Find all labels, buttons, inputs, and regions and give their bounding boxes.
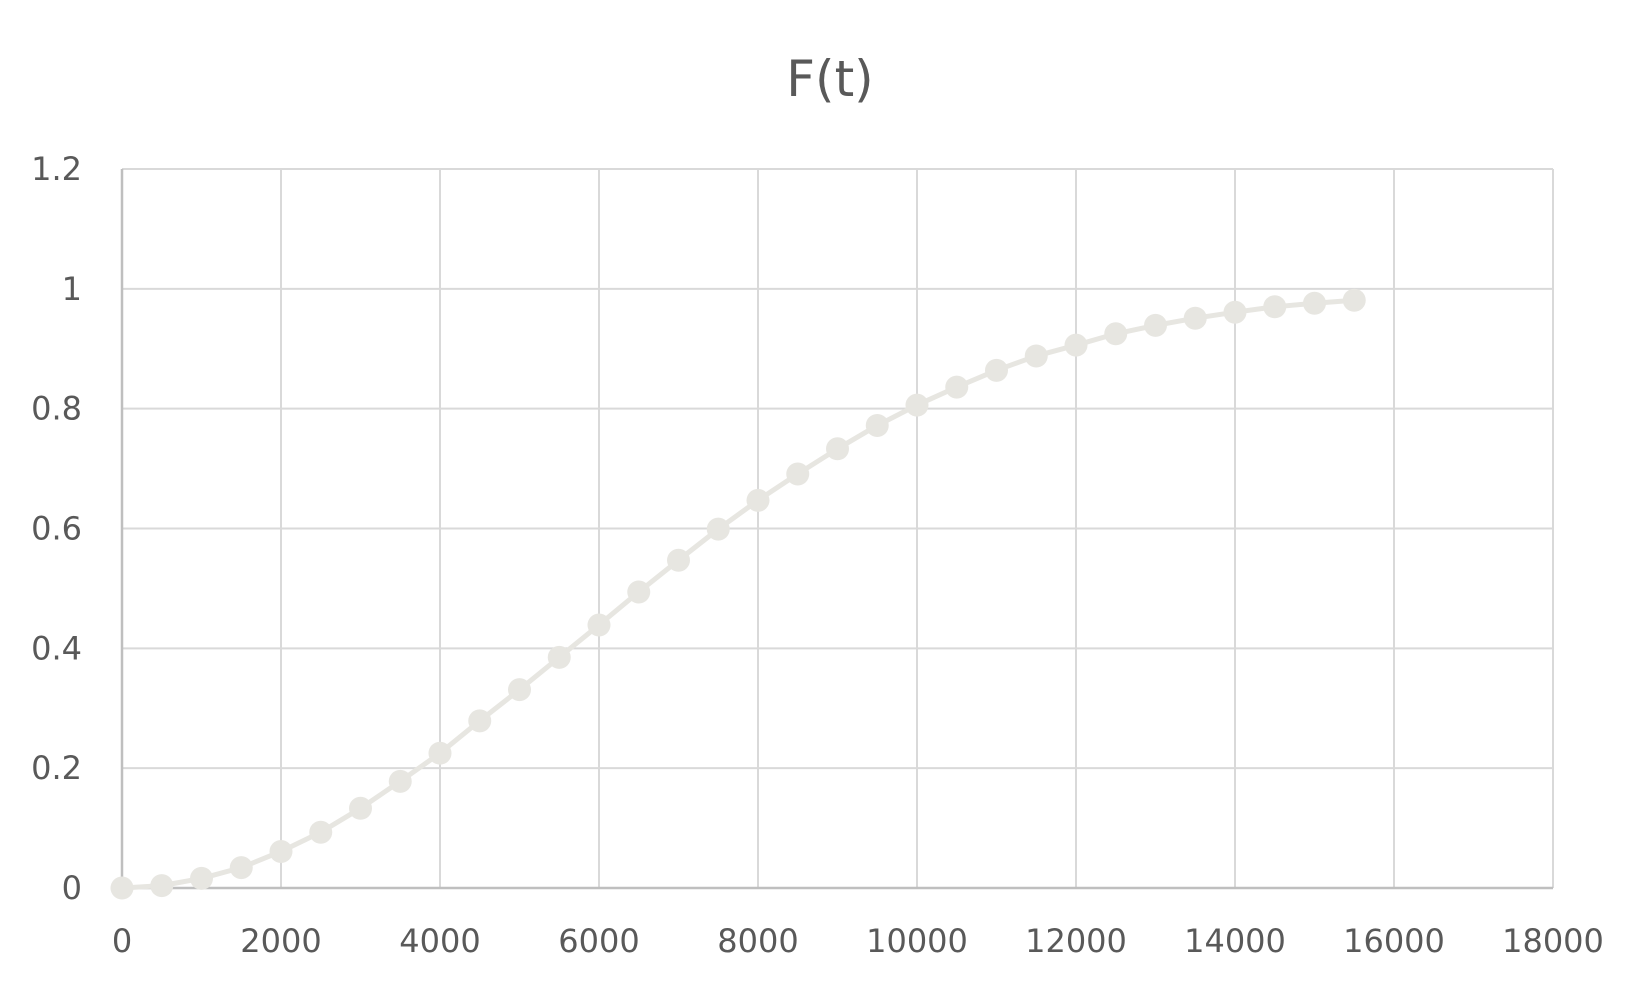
data-point xyxy=(1064,333,1088,357)
data-point xyxy=(229,856,253,880)
data-point xyxy=(587,613,611,637)
data-point xyxy=(468,709,492,733)
data-point xyxy=(349,796,372,820)
data-point xyxy=(865,413,889,437)
series-line xyxy=(119,297,1357,891)
data-point xyxy=(1183,306,1207,330)
x-tick-label: 6000 xyxy=(558,922,639,960)
data-point xyxy=(627,580,651,604)
x-tick-label: 14000 xyxy=(1184,922,1286,960)
x-tick-label: 8000 xyxy=(717,922,798,960)
x-tick-label: 16000 xyxy=(1343,922,1445,960)
data-point xyxy=(786,462,810,486)
data-point xyxy=(1024,344,1048,368)
data-point xyxy=(547,645,571,669)
x-tick-label: 18000 xyxy=(1502,922,1604,960)
data-point xyxy=(150,874,174,898)
axes xyxy=(120,169,1553,890)
x-tick-label: 12000 xyxy=(1025,922,1127,960)
data-point xyxy=(1104,322,1128,346)
data-point xyxy=(190,866,213,890)
data-point xyxy=(508,678,531,702)
data-point xyxy=(985,358,1008,382)
data-point xyxy=(1342,288,1366,312)
data-point xyxy=(1263,295,1287,319)
y-tick-label: 0.4 xyxy=(31,629,82,667)
data-point xyxy=(1144,313,1167,337)
data-point xyxy=(905,393,929,417)
data-point xyxy=(945,375,969,399)
data-point xyxy=(1303,291,1326,315)
y-tick-label: 0.2 xyxy=(31,749,82,787)
data-point xyxy=(269,839,293,863)
data-point xyxy=(667,548,690,572)
y-tick-label: 0.8 xyxy=(31,390,82,428)
data-point xyxy=(1223,300,1247,324)
gridlines xyxy=(122,168,1554,888)
y-tick-label: 1 xyxy=(62,270,82,308)
y-tick-label: 1.2 xyxy=(31,150,82,188)
data-point xyxy=(826,437,849,461)
x-tick-label: 10000 xyxy=(866,922,968,960)
x-tick-label: 2000 xyxy=(240,922,321,960)
data-point xyxy=(388,769,412,793)
data-point xyxy=(746,488,770,512)
data-point xyxy=(309,820,333,844)
data-point xyxy=(110,876,134,900)
chart-title: F(t) xyxy=(786,50,873,108)
x-tick-label: 0 xyxy=(112,922,132,960)
data-series xyxy=(110,288,1366,900)
x-tick-label: 4000 xyxy=(399,922,480,960)
y-tick-label: 0.6 xyxy=(31,510,82,548)
data-point xyxy=(706,517,730,541)
y-tick-label: 0 xyxy=(62,869,82,907)
data-point xyxy=(428,741,452,765)
tick-labels: 0 0.2 0.4 0.6 0.8 1 1.2 0 2000 4000 6000 8000 10000 1… xyxy=(31,150,1604,960)
